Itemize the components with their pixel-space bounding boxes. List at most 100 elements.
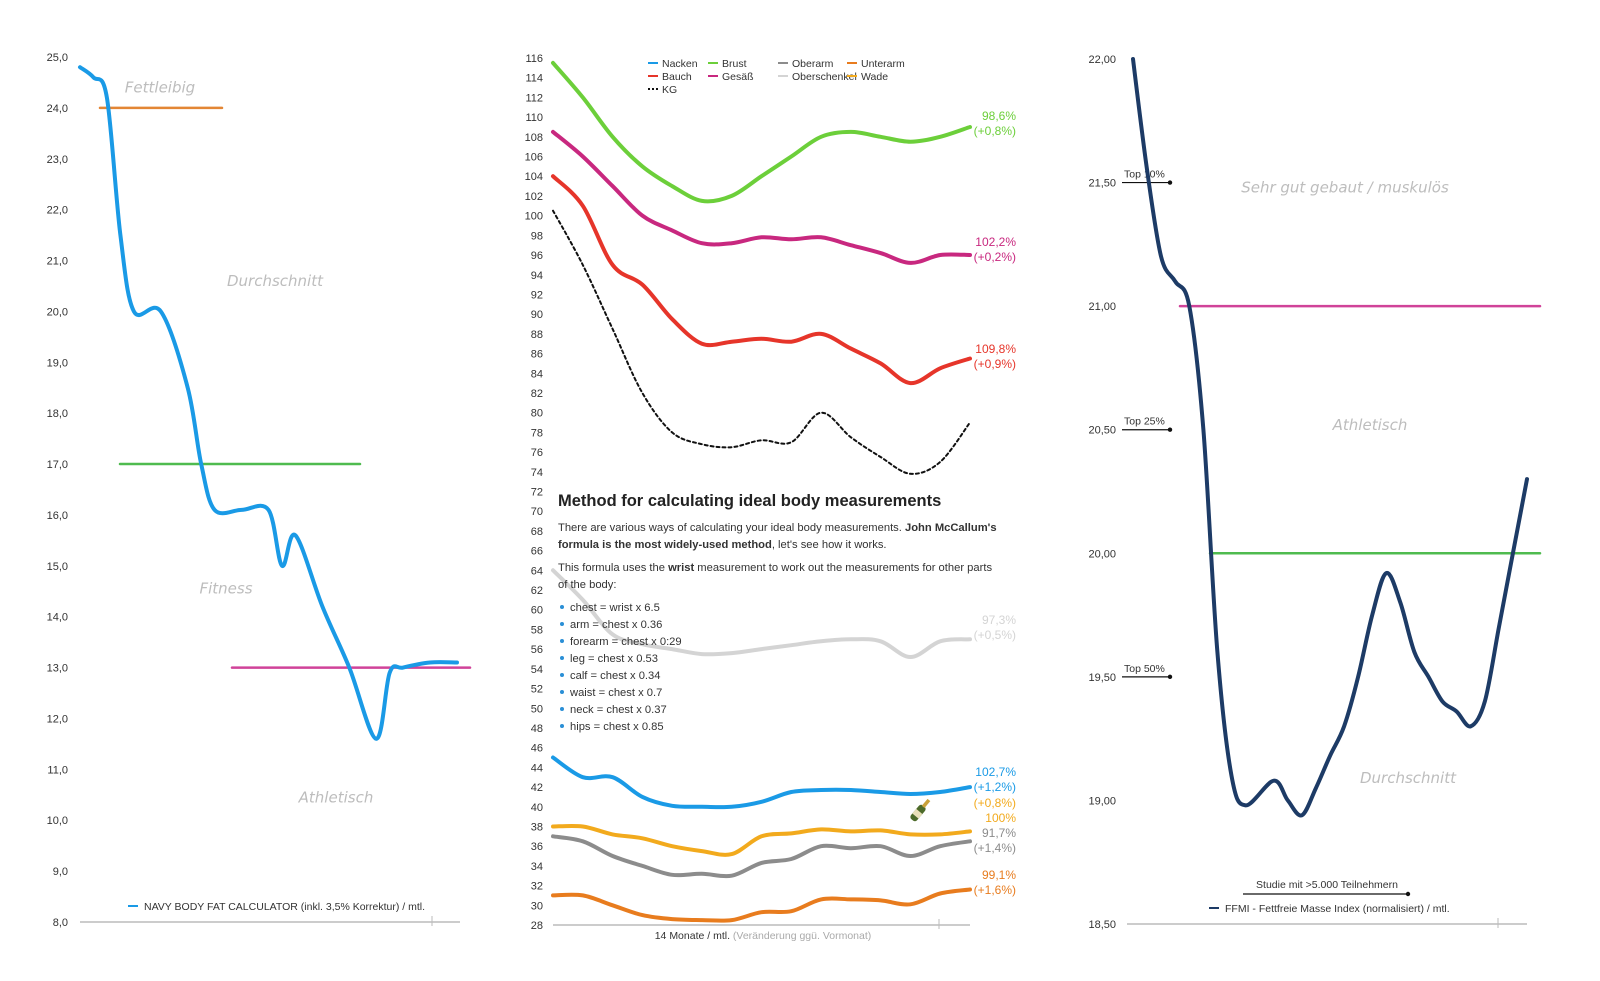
zone-label: Athletisch: [298, 788, 374, 806]
y-tick-label: 9,0: [53, 866, 68, 878]
y-tick-label: 36: [531, 841, 543, 853]
zone-label: Fitness: [199, 580, 252, 598]
series-end-change: (+0,8%): [974, 124, 1016, 138]
formula-item: calf = chest x 0.34: [558, 668, 998, 685]
y-tick-label: 116: [525, 53, 543, 65]
y-tick-label: 56: [531, 644, 543, 656]
series-end-change: (+0,9%): [974, 357, 1016, 371]
y-tick-label: 21,50: [1088, 178, 1116, 190]
y-tick-label: 18,50: [1088, 919, 1116, 931]
formula-item: chest = wrist x 6.5: [558, 600, 998, 617]
method-title: Method for calculating ideal body measur…: [558, 492, 942, 510]
y-tick-label: 30: [531, 900, 543, 912]
series-line-gesäß: [551, 129, 972, 265]
zone-label: Fettleibig: [125, 79, 195, 97]
y-tick-label: 114: [525, 73, 543, 85]
series-end-value: 102,7%: [975, 765, 1016, 779]
y-tick-label: 10,0: [47, 815, 68, 827]
y-tick-label: 110: [525, 112, 543, 124]
y-tick-label: 32: [531, 881, 543, 893]
y-tick-label: 60: [531, 605, 543, 617]
legend-label: KG: [662, 84, 677, 96]
y-tick-label: 21,0: [47, 256, 68, 268]
series-line-bauch: [551, 174, 972, 386]
y-tick-label: 13,0: [47, 663, 68, 675]
series-end-value: 98,6%: [982, 109, 1016, 123]
formula-item: arm = chest x 0.36: [558, 617, 998, 634]
y-tick-label: 11,0: [47, 764, 68, 776]
percentile-marker-dot: [1167, 427, 1173, 432]
legend-label: Unterarm: [861, 58, 905, 70]
y-tick-label: 15,0: [47, 561, 68, 573]
formula-item: neck = chest x 0.37: [558, 702, 998, 719]
y-tick-label: 17,0: [47, 459, 68, 471]
y-tick-label: 80: [531, 408, 543, 420]
y-tick-label: 70: [531, 506, 543, 518]
legend-label: Gesäß: [722, 71, 754, 83]
y-tick-label: 106: [525, 152, 543, 164]
study-note-dot: [1405, 891, 1411, 897]
legend-label: FFMI - Fettfreie Masse Index (normalisie…: [1225, 903, 1450, 915]
y-tick-label: 100: [525, 211, 543, 223]
series-line-brust: [551, 60, 972, 204]
y-tick-label: 64: [531, 565, 543, 577]
y-tick-label: 40: [531, 802, 543, 814]
y-tick-label: 19,0: [47, 357, 68, 369]
y-tick-label: 72: [531, 487, 543, 499]
y-tick-label: 82: [531, 388, 543, 400]
y-tick-label: 16,0: [47, 510, 68, 522]
legend-label: NAVY BODY FAT CALCULATOR (inkl. 3,5% Kor…: [144, 901, 425, 913]
method-paragraph-2: This formula uses the wrist measurement …: [558, 562, 993, 591]
y-tick-label: 20,50: [1088, 425, 1116, 437]
y-tick-label: 20,00: [1088, 548, 1116, 560]
y-tick-label: 104: [525, 171, 543, 183]
series-line-nacken: [551, 755, 972, 810]
y-tick-label: 28: [531, 920, 543, 932]
y-tick-label: 34: [531, 861, 543, 873]
formula-item: hips = chest x 0.85: [558, 719, 998, 736]
formula-item: waist = chest x 0.7: [558, 685, 998, 702]
y-tick-label: 102: [525, 191, 543, 203]
percentile-label: Top 10%: [1124, 169, 1165, 181]
y-tick-label: 74: [531, 467, 543, 479]
y-tick-label: 21,00: [1088, 301, 1116, 313]
series-line-body-fat: [78, 65, 459, 741]
y-tick-label: 88: [531, 329, 543, 341]
series-end-value: 100%: [985, 811, 1016, 825]
y-tick-label: 24,0: [47, 103, 68, 115]
y-tick-label: 62: [531, 585, 543, 597]
y-tick-label: 90: [531, 309, 543, 321]
y-tick-label: 19,00: [1088, 795, 1116, 807]
y-tick-label: 76: [531, 447, 543, 459]
series-end-change: (+0,8%): [974, 796, 1016, 810]
y-tick-label: 22,0: [47, 205, 68, 217]
y-tick-label: 48: [531, 723, 543, 735]
y-tick-label: 19,50: [1088, 672, 1116, 684]
formula-item: leg = chest x 0.53: [558, 651, 998, 668]
formula-list: chest = wrist x 6.5 arm = chest x 0.36 f…: [558, 600, 998, 736]
y-tick-label: 112: [525, 92, 543, 104]
x-axis-label: 14 Monate / mtl. (Veränderung ggü. Vormo…: [655, 930, 872, 942]
legend-label: Wade: [861, 71, 888, 83]
zone-label: Durchschnitt: [227, 272, 324, 290]
x-axis-label-note: (Veränderung ggü. Vormonat): [733, 930, 871, 942]
zone-label: Athletisch: [1332, 416, 1408, 434]
y-tick-label: 14,0: [47, 612, 68, 624]
y-tick-label: 8,0: [53, 917, 68, 929]
series-end-value: 91,7%: [982, 826, 1016, 840]
y-tick-label: 12,0: [47, 713, 68, 725]
legend-label: Bauch: [662, 71, 692, 83]
series-line-kg: [552, 209, 971, 475]
y-tick-label: 38: [531, 821, 543, 833]
y-tick-label: 23,0: [47, 154, 68, 166]
y-tick-label: 86: [531, 349, 543, 361]
series-line-unterarm: [551, 887, 972, 923]
y-tick-label: 22,00: [1088, 54, 1116, 66]
series-line-oberschenkel: [551, 568, 972, 659]
y-tick-label: 96: [531, 250, 543, 262]
series-end-value: 102,2%: [975, 235, 1016, 249]
legend-label: Nacken: [662, 58, 698, 70]
series-end-change: (+0,2%): [974, 250, 1016, 264]
y-tick-label: 46: [531, 743, 543, 755]
y-tick-label: 25,0: [47, 52, 68, 64]
